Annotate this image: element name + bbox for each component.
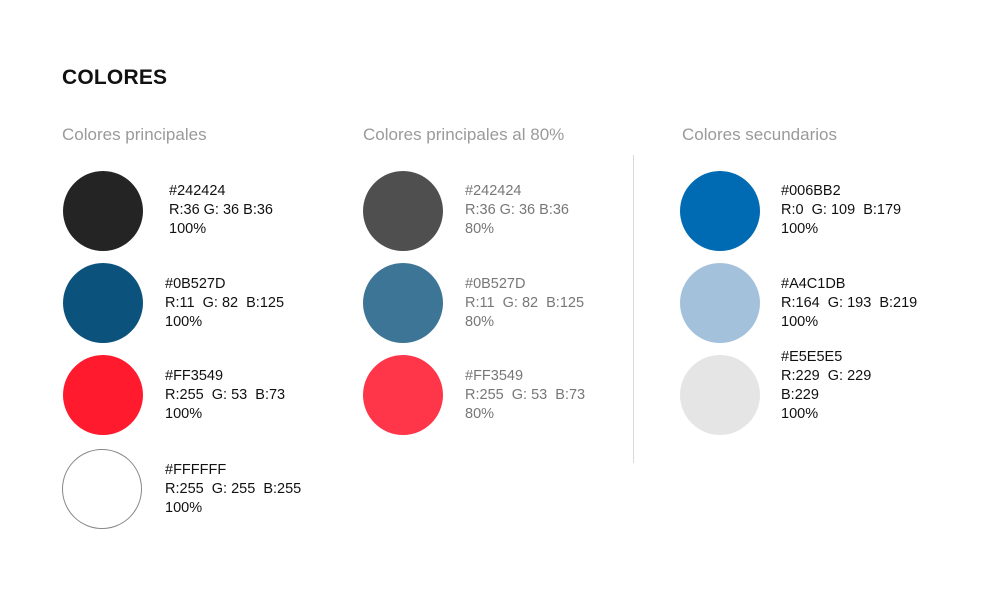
swatch-hex: #FF3549 (165, 368, 224, 384)
swatch-hex: #FF3549 (465, 368, 524, 384)
swatch-rgb: R:255 G: 255 B:255 (165, 481, 302, 497)
swatch-circle-ff3549 (63, 355, 143, 435)
swatch-info-242424-80: #242424 R:36 G: 36 B:36 80% (465, 182, 569, 239)
column-divider (633, 155, 634, 463)
swatch-hex: #0B527D (165, 276, 226, 292)
swatch-opacity: 80% (465, 221, 495, 237)
swatch-info-ff3549: #FF3549 R:255 G: 53 B:73 100% (165, 367, 285, 424)
swatch-circle-242424-80 (363, 171, 443, 251)
swatch-circle-0b527d-80 (363, 263, 443, 343)
swatch-hex: #FFFFFF (165, 462, 227, 478)
swatch-info-ffffff: #FFFFFF R:255 G: 255 B:255 100% (165, 461, 301, 518)
swatch-info-242424: #242424 R:36 G: 36 B:36 100% (169, 182, 273, 239)
swatch-rgb: R:229 G: 229 (781, 368, 872, 384)
swatch-opacity: 100% (781, 314, 819, 330)
swatch-info-e5e5e5: #E5E5E5 R:229 G: 229 B:229 100% (781, 348, 871, 424)
swatch-info-006bb2: #006BB2 R:0 G: 109 B:179 100% (781, 182, 901, 239)
swatch-rgb: R:36 G: 36 B:36 (465, 202, 569, 218)
swatch-opacity: 80% (465, 314, 495, 330)
swatch-rgb-cont: B:229 (781, 387, 819, 403)
swatch-info-0b527d: #0B527D R:11 G: 82 B:125 100% (165, 275, 284, 332)
swatch-rgb: R:255 G: 53 B:73 (465, 387, 586, 403)
swatch-circle-ffffff (62, 449, 142, 529)
swatch-info-ff3549-80: #FF3549 R:255 G: 53 B:73 80% (465, 367, 585, 424)
swatch-info-0b527d-80: #0B527D R:11 G: 82 B:125 80% (465, 275, 584, 332)
swatch-info-a4c1db: #A4C1DB R:164 G: 193 B:219 100% (781, 275, 917, 332)
swatch-opacity: 100% (781, 221, 819, 237)
swatch-hex: #242424 (465, 183, 522, 199)
swatch-circle-006bb2 (680, 171, 760, 251)
swatch-circle-a4c1db (680, 263, 760, 343)
swatch-opacity: 100% (781, 406, 819, 422)
swatch-circle-ff3549-80 (363, 355, 443, 435)
swatch-rgb: R:0 G: 109 B:179 (781, 202, 902, 218)
swatch-rgb: R:164 G: 193 B:219 (781, 295, 918, 311)
swatch-rgb: R:11 G: 82 B:125 (165, 295, 285, 311)
swatch-rgb: R:255 G: 53 B:73 (165, 387, 286, 403)
column-heading-principales: Colores principales (62, 125, 207, 144)
swatch-opacity: 80% (465, 406, 495, 422)
column-heading-principales-80: Colores principales al 80% (363, 125, 565, 144)
swatch-hex: #0B527D (465, 276, 526, 292)
swatch-rgb: R:36 G: 36 B:36 (169, 202, 273, 218)
swatch-hex: #242424 (169, 183, 226, 199)
swatch-opacity: 100% (165, 314, 203, 330)
swatch-circle-e5e5e5 (680, 355, 760, 435)
swatch-circle-0b527d (63, 263, 143, 343)
swatch-hex: #006BB2 (781, 183, 841, 199)
swatch-opacity: 100% (165, 406, 203, 422)
swatch-circle-242424 (63, 171, 143, 251)
swatch-hex: #A4C1DB (781, 276, 846, 292)
swatch-rgb: R:11 G: 82 B:125 (465, 295, 585, 311)
swatch-hex: #E5E5E5 (781, 349, 843, 365)
swatch-opacity: 100% (165, 500, 203, 516)
swatch-opacity: 100% (169, 221, 207, 237)
page-title: COLORES (62, 66, 168, 89)
column-heading-secundarios: Colores secundarios (682, 125, 837, 144)
